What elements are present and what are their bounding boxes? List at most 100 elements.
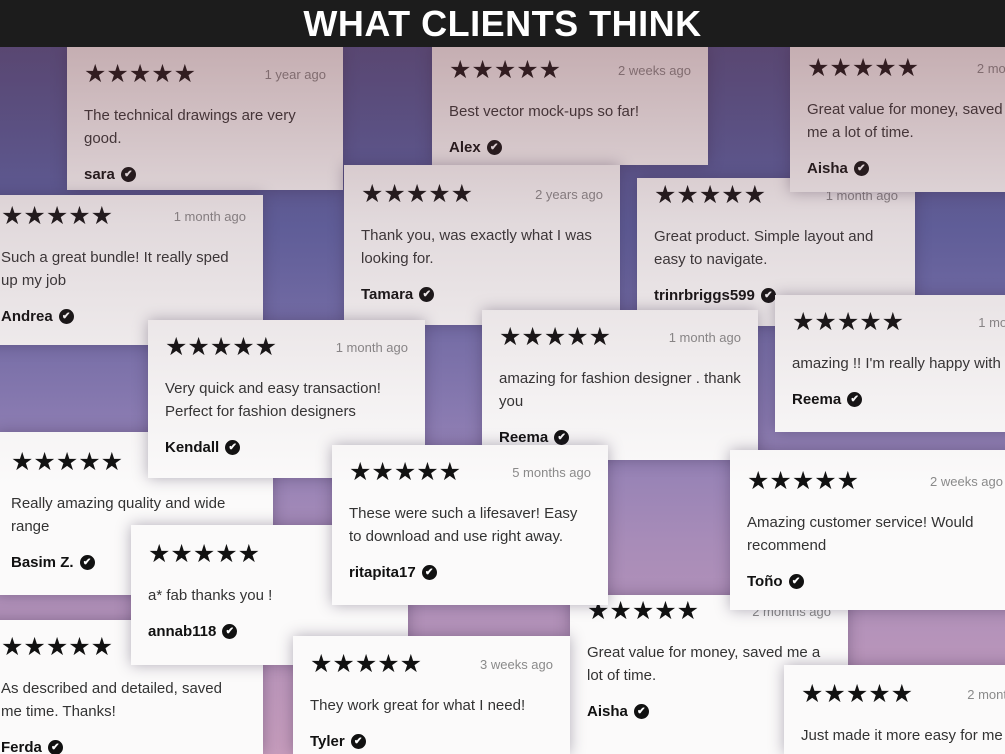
review-text: Great product. Simple layout and easy to… <box>654 228 874 268</box>
review-text: Thank you, was exactly what I was lookin… <box>361 227 592 267</box>
verified-badge-icon: ✔ <box>633 704 649 719</box>
verified-badge-icon: ✔ <box>47 740 63 754</box>
review-date: 2 mont <box>967 686 1005 702</box>
review-date: 1 mont <box>978 314 1005 330</box>
verified-badge-icon: ✔ <box>760 288 776 303</box>
reviewer-name: Kendall <box>165 439 220 456</box>
review-text: Really amazing quality and wide range <box>11 495 226 535</box>
verified-badge-icon: ✔ <box>120 167 136 182</box>
reviewer-name: Aisha <box>807 160 848 177</box>
star-rating-icon: ★★★★★ <box>349 458 462 486</box>
review-card: ★★★★★ As described and detailed, saved m… <box>0 620 263 754</box>
reviewer: Aisha ✔ <box>587 703 831 720</box>
star-rating-icon: ★★★★★ <box>807 54 920 82</box>
reviewer: Alex ✔ <box>449 139 691 156</box>
star-rating-icon: ★★★★★ <box>1 202 114 230</box>
review-header: ★★★★★ 1 month ago <box>165 334 408 360</box>
review-header: ★★★★★ <box>11 449 256 475</box>
reviewer-name: annab118 <box>148 623 217 640</box>
review-text: They work great for what I need! <box>310 697 526 714</box>
star-rating-icon: ★★★★★ <box>654 181 767 209</box>
review-card: ★★★★★ 1 month ago amazing for fashion de… <box>482 310 758 460</box>
review-date: 1 month ago <box>668 329 741 345</box>
verified-badge-icon: ✔ <box>58 309 74 324</box>
reviewer-name: Andrea <box>1 308 53 325</box>
review-text: a* fab thanks you ! <box>148 587 273 604</box>
star-rating-icon: ★★★★★ <box>792 308 905 336</box>
review-text: Amazing customer service! Would recommen… <box>747 514 974 554</box>
review-date: 1 month ago <box>173 208 246 224</box>
reviewer: annab118 ✔ <box>148 623 391 640</box>
review-header: ★★★★★ 5 months ago <box>349 459 591 485</box>
verified-badge-icon: ✔ <box>419 287 435 302</box>
review-text: Great value for money, saved me a lot of… <box>807 101 1003 141</box>
review-card: ★★★★★ 2 weeks ago Best vector mock-ups s… <box>432 47 708 165</box>
review-text: Just made it more easy for me <box>801 727 1003 744</box>
star-rating-icon: ★★★★★ <box>310 650 423 678</box>
page-title: WHAT CLIENTS THINK <box>303 2 702 44</box>
review-header: ★★★★★ 1 month ago <box>1 203 246 229</box>
star-rating-icon: ★★★★★ <box>801 680 914 708</box>
verified-badge-icon: ✔ <box>222 624 238 639</box>
reviewer-name: sara <box>84 166 115 183</box>
reviewer: trinrbriggs599 ✔ <box>654 287 898 304</box>
review-header: ★★★★★ 2 years ago <box>361 181 603 207</box>
review-header: ★★★★★ 3 weeks ago <box>310 651 553 677</box>
star-rating-icon: ★★★★★ <box>165 333 278 361</box>
review-text: amazing !! I'm really happy with <box>792 355 1001 372</box>
review-header: ★★★★★ 1 year ago <box>84 61 326 87</box>
review-text: As described and detailed, saved me time… <box>1 680 222 720</box>
reviewer-name: Alex <box>449 139 481 156</box>
review-date: 3 weeks ago <box>480 656 553 672</box>
reviewer-name: Toño <box>747 573 783 590</box>
verified-badge-icon: ✔ <box>554 430 570 445</box>
reviewer: sara ✔ <box>84 166 326 183</box>
star-rating-icon: ★★★★★ <box>84 60 197 88</box>
reviewer: Aisha ✔ <box>807 160 1005 177</box>
reviewer-name: Aisha <box>587 703 628 720</box>
star-rating-icon: ★★★★★ <box>747 467 860 495</box>
review-text: The technical drawings are very good. <box>84 107 296 147</box>
review-header: ★★★★★ 2 weeks ago <box>449 57 691 83</box>
review-date: 2 mon <box>976 60 1005 76</box>
review-date: 5 months ago <box>512 464 591 480</box>
review-header: ★★★★★ 2 weeks ago <box>747 468 1003 494</box>
review-text: amazing for fashion designer . thank you <box>499 370 741 410</box>
review-card: ★★★★★ 2 mon Great value for money, saved… <box>790 47 1005 192</box>
star-rating-icon: ★★★★★ <box>361 180 474 208</box>
review-text: Best vector mock-ups so far! <box>449 103 640 120</box>
review-header: ★★★★★ 2 mont <box>801 681 1005 707</box>
review-date: 1 month ago <box>335 339 408 355</box>
reviewer: Ferda ✔ <box>1 739 246 754</box>
reviewer: Tamara ✔ <box>361 286 603 303</box>
reviewer-name: Reema <box>792 391 842 408</box>
review-header: ★★★★★ 1 mont <box>792 309 1005 335</box>
review-text: Such a great bundle! It really sped up m… <box>1 249 229 289</box>
review-card: ★★★★★ 3 weeks ago They work great for wh… <box>293 636 570 754</box>
star-rating-icon: ★★★★★ <box>11 448 124 476</box>
reviewer-name: Reema <box>499 429 549 446</box>
reviewer: Reema ✔ <box>499 429 741 446</box>
reviewer: Reema ✔ <box>792 391 1005 408</box>
review-card: ★★★★★ 2 mont Just made it more easy for … <box>784 665 1005 754</box>
star-rating-icon: ★★★★★ <box>499 323 612 351</box>
review-date: 2 years ago <box>535 186 603 202</box>
review-card: ★★★★★ 2 years ago Thank you, was exactly… <box>344 165 620 325</box>
review-date: 1 year ago <box>264 66 326 82</box>
star-rating-icon: ★★★★★ <box>449 56 562 84</box>
verified-badge-icon: ✔ <box>350 734 366 749</box>
page-header: WHAT CLIENTS THINK <box>0 0 1005 47</box>
review-date: 2 weeks ago <box>930 473 1003 489</box>
reviewer-name: ritapita17 <box>349 564 416 581</box>
reviewer: Kendall ✔ <box>165 439 408 456</box>
review-header: ★★★★★ <box>1 634 246 660</box>
review-card: ★★★★★ 1 mont amazing !! I'm really happy… <box>775 295 1005 432</box>
verified-badge-icon: ✔ <box>79 555 95 570</box>
verified-badge-icon: ✔ <box>486 140 502 155</box>
reviewer: ritapita17 ✔ <box>349 564 591 581</box>
review-text: These were such a lifesaver! Easy to dow… <box>349 505 578 545</box>
star-rating-icon: ★★★★★ <box>148 540 261 568</box>
review-card: ★★★★★ 5 months ago These were such a lif… <box>332 445 608 605</box>
review-text: Great value for money, saved me a lot of… <box>587 644 821 684</box>
reviewer: Tyler ✔ <box>310 733 553 750</box>
